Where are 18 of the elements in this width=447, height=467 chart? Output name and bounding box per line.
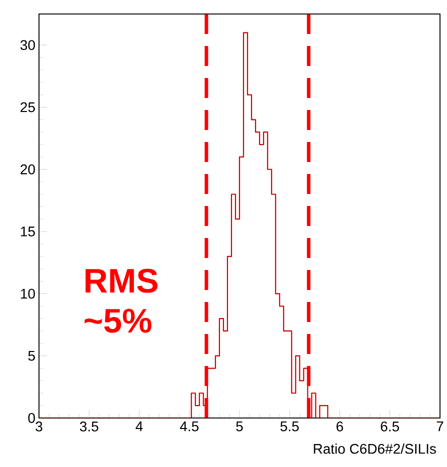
x-tick-label: 3 [36, 422, 42, 432]
x-tick-label: 5 [236, 422, 243, 432]
y-tick-label: 5 [28, 350, 35, 361]
x-tick-label: 6 [336, 422, 343, 432]
x-tick-label: 7 [436, 422, 444, 432]
x-tick-label: 4.5 [180, 422, 198, 432]
x-tick-label: 5.5 [280, 422, 299, 432]
x-tick-label: 4 [136, 422, 143, 432]
y-tick-label: 0 [28, 413, 35, 423]
x-axis-title: Ratio C6D6#2/SILIs [314, 444, 436, 454]
annotation: RMS ~5% [84, 268, 158, 333]
y-tick-label: 15 [20, 226, 35, 236]
x-tick-label: 3.5 [80, 422, 98, 432]
y-tick-label: 25 [20, 102, 35, 112]
y-tick-label: 20 [20, 164, 35, 174]
y-tick-label: 10 [20, 288, 35, 299]
x-tick-label: 6.5 [380, 422, 399, 432]
y-tick-label: 30 [20, 40, 35, 50]
